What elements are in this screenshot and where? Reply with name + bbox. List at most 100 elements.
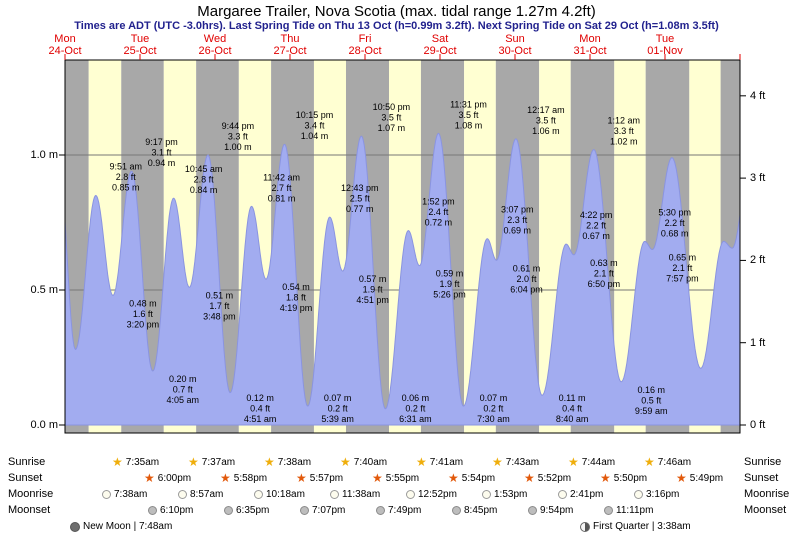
sunrise-time: ★ 7:35am xyxy=(112,456,159,469)
low-tide-annotation: 0.07 m 0.2 ft 7:30 am xyxy=(477,393,510,424)
moonset-time: 8:45pm xyxy=(452,504,497,517)
moonset-time: 6:10pm xyxy=(148,504,193,517)
sunrise-time-label: 7:35am xyxy=(125,456,160,468)
sunrise-icon: ★ xyxy=(188,455,199,469)
sunset-time: ★ 5:49pm xyxy=(676,472,723,485)
sunset-time-label: 5:54pm xyxy=(461,472,496,484)
almanac-row-label-right: Sunrise xyxy=(744,456,782,468)
moonrise-time: 12:52pm xyxy=(406,488,457,501)
low-tide-annotation: 0.54 m 1.8 ft 4:19 pm xyxy=(280,282,313,313)
day-name: Wed xyxy=(203,33,227,45)
almanac-row-label-left: Moonrise xyxy=(8,488,54,500)
low-tide-annotation: 0.65 m 2.1 ft 7:57 pm xyxy=(666,253,699,284)
sunset-icon: ★ xyxy=(144,471,155,485)
moonrise-icon xyxy=(634,490,643,499)
sunrise-time: ★ 7:38am xyxy=(264,456,311,469)
low-tide-annotation: 0.57 m 1.9 ft 4:51 pm xyxy=(356,274,389,305)
sunrise-time: ★ 7:43am xyxy=(492,456,539,469)
sunset-time-label: 5:58pm xyxy=(233,472,268,484)
moonrise-time: 8:57am xyxy=(178,488,223,501)
high-tide-annotation: 12:17 am 3.5 ft 1.06 m xyxy=(527,105,565,136)
page-title: Margaree Trailer, Nova Scotia (max. tida… xyxy=(197,3,596,20)
high-tide-annotation: 9:17 pm 3.1 ft 0.94 m xyxy=(145,137,178,168)
sunset-icon: ★ xyxy=(296,471,307,485)
almanac-row-label-left: Moonset xyxy=(8,504,51,516)
low-tide-annotation: 0.63 m 2.1 ft 6:50 pm xyxy=(588,258,621,289)
moonset-time: 11:11pm xyxy=(604,504,653,517)
day-header: Sat 29-Oct xyxy=(408,33,472,57)
sunset-time-label: 5:55pm xyxy=(385,472,420,484)
sunrise-time-label: 7:46am xyxy=(657,456,692,468)
sunrise-time: ★ 7:44am xyxy=(568,456,615,469)
day-date: 01-Nov xyxy=(647,45,683,57)
day-header: Wed 26-Oct xyxy=(183,33,247,57)
moonrise-icon xyxy=(102,490,111,499)
moonset-time-label: 11:11pm xyxy=(616,504,654,516)
high-tide-annotation: 1:52 pm 2.4 ft 0.72 m xyxy=(422,197,455,228)
low-tide-annotation: 0.59 m 1.9 ft 5:26 pm xyxy=(433,269,466,300)
almanac-row-label-right: Sunset xyxy=(744,472,779,484)
sunset-time-label: 6:00pm xyxy=(157,472,192,484)
day-header: Sun 30-Oct xyxy=(483,33,547,57)
sunset-time-label: 5:57pm xyxy=(309,472,344,484)
day-header: Mon 24-Oct xyxy=(33,33,97,57)
high-tide-annotation: 12:43 pm 2.5 ft 0.77 m xyxy=(341,183,379,214)
moonset-time-label: 9:54pm xyxy=(540,504,574,516)
moonrise-icon xyxy=(254,490,263,499)
meter-tick-label: 0.5 m xyxy=(30,284,58,296)
sunset-icon: ★ xyxy=(220,471,231,485)
day-date: 29-Oct xyxy=(423,45,457,57)
high-tide-annotation: 4:22 pm 2.2 ft 0.67 m xyxy=(580,210,613,241)
sunrise-icon: ★ xyxy=(644,455,655,469)
sunset-time-label: 5:52pm xyxy=(537,472,572,484)
sunset-time-label: 5:50pm xyxy=(613,472,648,484)
moonrise-time: 3:16pm xyxy=(634,488,679,501)
day-name: Mon xyxy=(54,33,76,45)
moonrise-time-label: 1:53pm xyxy=(494,488,528,500)
high-tide-annotation: 9:44 pm 3.3 ft 1.00 m xyxy=(222,121,255,152)
day-name: Fri xyxy=(358,33,372,45)
sunset-time: ★ 5:54pm xyxy=(448,472,495,485)
sunset-time: ★ 5:57pm xyxy=(296,472,343,485)
low-tide-annotation: 0.11 m 0.4 ft 8:40 am xyxy=(556,393,589,424)
day-name: Mon xyxy=(579,33,601,45)
day-date: 24-Oct xyxy=(48,45,82,57)
day-header: Tue 25-Oct xyxy=(108,33,172,57)
feet-tick-label: 4 ft xyxy=(750,89,766,102)
moon-phase-label: First Quarter | 3:38am xyxy=(593,520,691,532)
sunset-time: ★ 5:58pm xyxy=(220,472,267,485)
moonset-time-label: 7:49pm xyxy=(388,504,422,516)
sunrise-time-label: 7:44am xyxy=(581,456,616,468)
day-date: 25-Oct xyxy=(123,45,157,57)
day-date: 28-Oct xyxy=(348,45,382,57)
moonrise-time-label: 12:52pm xyxy=(418,488,457,500)
sunrise-time-label: 7:43am xyxy=(505,456,540,468)
low-tide-annotation: 0.61 m 2.0 ft 6:04 pm xyxy=(510,263,543,294)
moonrise-time: 2:41pm xyxy=(558,488,603,501)
high-tide-annotation: 5:30 pm 2.2 ft 0.68 m xyxy=(658,207,691,238)
day-name: Sat xyxy=(431,33,449,45)
feet-tick-label: 0 ft xyxy=(750,419,766,431)
moonrise-icon xyxy=(482,490,491,499)
plot-border xyxy=(64,59,741,434)
day-header: Fri 28-Oct xyxy=(333,33,397,57)
sunrise-time-label: 7:41am xyxy=(429,456,464,468)
sunrise-time: ★ 7:41am xyxy=(416,456,463,469)
moon-phase-label: New Moon | 7:48am xyxy=(83,520,173,532)
moonrise-icon xyxy=(406,490,415,499)
tide-curve xyxy=(64,132,741,426)
sunrise-time: ★ 7:37am xyxy=(188,456,235,469)
moonrise-time: 7:38am xyxy=(102,488,147,501)
moonrise-time-label: 3:16pm xyxy=(646,488,680,500)
low-tide-annotation: 0.48 m 1.6 ft 3:20 pm xyxy=(127,298,160,329)
moonrise-time: 11:38am xyxy=(330,488,380,501)
sunrise-icon: ★ xyxy=(340,455,351,469)
sunrise-icon: ★ xyxy=(112,455,123,469)
day-name: Sun xyxy=(505,33,525,45)
moonrise-icon xyxy=(330,490,339,499)
day-date: 26-Oct xyxy=(198,45,232,57)
moonrise-time-label: 11:38am xyxy=(342,488,381,500)
sunset-time: ★ 6:00pm xyxy=(144,472,191,485)
meter-tick-label: 0.0 m xyxy=(30,419,58,431)
